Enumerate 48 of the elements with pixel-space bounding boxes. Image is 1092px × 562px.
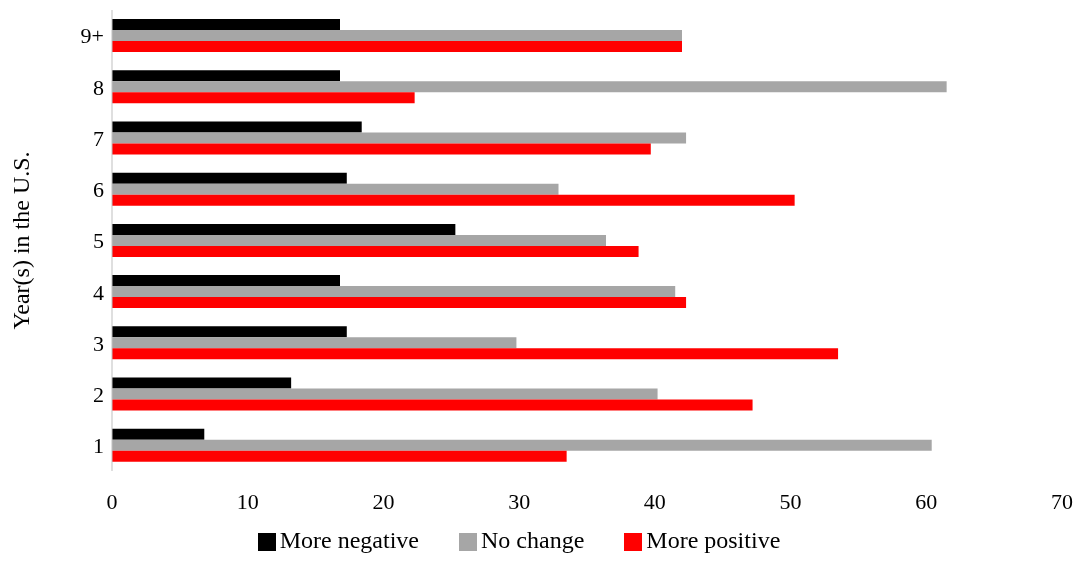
bar <box>112 348 839 360</box>
bar <box>112 245 639 257</box>
x-tick-label: 70 <box>1051 488 1073 514</box>
bar <box>112 194 795 206</box>
y-tick-label: 3 <box>93 330 104 356</box>
bar <box>112 439 932 451</box>
bar <box>112 377 292 389</box>
legend-label: More positive <box>646 527 781 553</box>
y-tick-label: 2 <box>93 381 104 407</box>
legend-label: No change <box>481 527 585 553</box>
y-tick-label: 9+ <box>80 23 104 49</box>
bar <box>112 297 687 309</box>
y-axis-title: Year(s) in the U.S. <box>7 151 34 330</box>
bar <box>112 337 517 349</box>
bar <box>112 286 676 298</box>
y-tick-label: 1 <box>93 433 104 459</box>
bar <box>112 92 415 104</box>
legend-label: More negative <box>279 527 419 553</box>
y-tick-label: 5 <box>93 228 104 254</box>
y-tick-label: 6 <box>93 177 104 203</box>
bar <box>112 30 682 41</box>
bar <box>112 143 651 155</box>
x-tick-label: 20 <box>372 488 395 514</box>
bar <box>112 275 340 287</box>
bar <box>112 19 340 30</box>
bar <box>112 41 682 52</box>
bar <box>112 399 753 411</box>
x-tick-label: 50 <box>779 488 802 514</box>
y-tick-label: 8 <box>93 74 104 100</box>
x-tick-label: 0 <box>106 488 118 514</box>
bar <box>112 121 362 133</box>
y-tick-label: 7 <box>93 125 104 151</box>
bar <box>112 388 658 400</box>
bar <box>112 326 347 338</box>
y-tick-label: 4 <box>93 279 104 305</box>
bar <box>112 172 347 184</box>
bar <box>112 183 559 195</box>
x-tick-label: 30 <box>508 488 531 514</box>
x-tick-label: 10 <box>236 488 259 514</box>
bar <box>112 428 205 440</box>
bar <box>112 132 687 144</box>
bar <box>112 81 947 93</box>
x-tick-label: 40 <box>643 488 666 514</box>
bar <box>112 234 606 246</box>
bar <box>112 70 340 82</box>
bar <box>112 223 456 235</box>
bar <box>112 450 567 462</box>
x-tick-label: 60 <box>915 488 938 514</box>
